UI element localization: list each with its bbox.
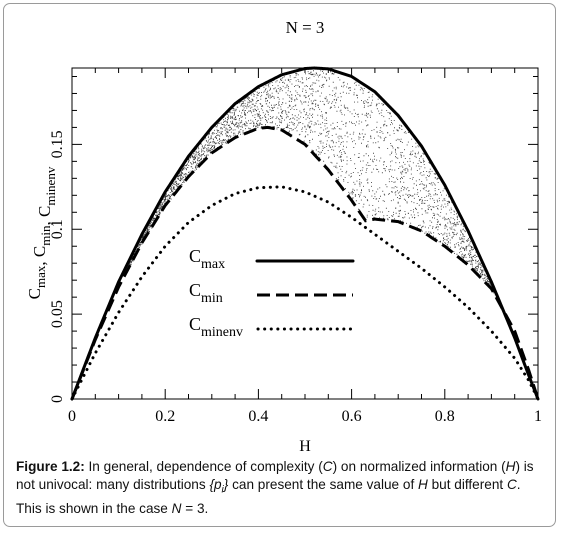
series-line-min	[70, 125, 540, 400]
y-tick-label: 0	[49, 395, 66, 403]
series-line-max	[70, 66, 540, 401]
y-tick-label: 0.1	[49, 219, 66, 239]
caption-text: ) on normalized information (	[332, 459, 506, 474]
x-tick-label: 0.2	[155, 408, 175, 425]
caption-label: Figure 1.2:	[16, 459, 85, 474]
scatter-cloud	[127, 69, 501, 306]
x-axis-label: H	[299, 438, 311, 455]
legend: Cmax Cmin Cminenv	[189, 246, 355, 340]
y-tick-label: 0.05	[49, 300, 66, 328]
caption-text: {p	[209, 477, 222, 492]
scatter-points	[127, 69, 501, 306]
caption-text: }	[223, 477, 229, 492]
caption-text: In general, dependence of complexity (	[84, 459, 323, 474]
caption-text: can present the same value of	[228, 477, 418, 492]
x-tick-label: 0.6	[342, 408, 362, 425]
chart: 0 0.2 0.4 0.6 0.8 1 0 0.05 0.1 0.15 N = 3 H Cmax,…	[25, 18, 542, 455]
legend-label-max: Cmax	[189, 246, 225, 272]
caption-text: i	[221, 484, 224, 496]
x-tick-label: 1	[534, 408, 542, 425]
y-tick-label: 0.15	[49, 130, 66, 158]
caption-text: = 3.	[181, 500, 209, 516]
y-axis-label: Cmax, Cmin, Cminenv	[25, 166, 58, 299]
axis-ticks: 0 0.2 0.4 0.6 0.8 1 0 0.05 0.1 0.15	[49, 68, 542, 425]
legend-label-minenv: Cminenv	[189, 314, 243, 340]
legend-label-min: Cmin	[189, 280, 223, 306]
caption-text: N	[171, 500, 182, 516]
caption-text: ) is not univocal: many distributions	[16, 459, 534, 492]
x-tick-label: 0.8	[435, 408, 455, 425]
caption-text: H	[505, 459, 516, 474]
x-tick-label: 0	[68, 408, 76, 425]
caption-text: H	[418, 477, 428, 492]
series-lines	[70, 66, 540, 401]
chart-title: N = 3	[286, 18, 325, 37]
series-line-minenv	[70, 185, 540, 401]
figure-frame	[3, 3, 556, 527]
y-axis-label-text: Cmax, Cmin, Cminenv	[25, 166, 58, 299]
figure-caption: Figure 1.2: In general, dependence of co…	[16, 458, 546, 518]
caption-text: C	[322, 459, 333, 474]
caption-text: . This is shown in the case	[16, 477, 521, 516]
x-tick-label: 0.4	[248, 408, 268, 425]
caption-text: but different	[427, 477, 507, 492]
caption-text: C	[506, 477, 517, 492]
